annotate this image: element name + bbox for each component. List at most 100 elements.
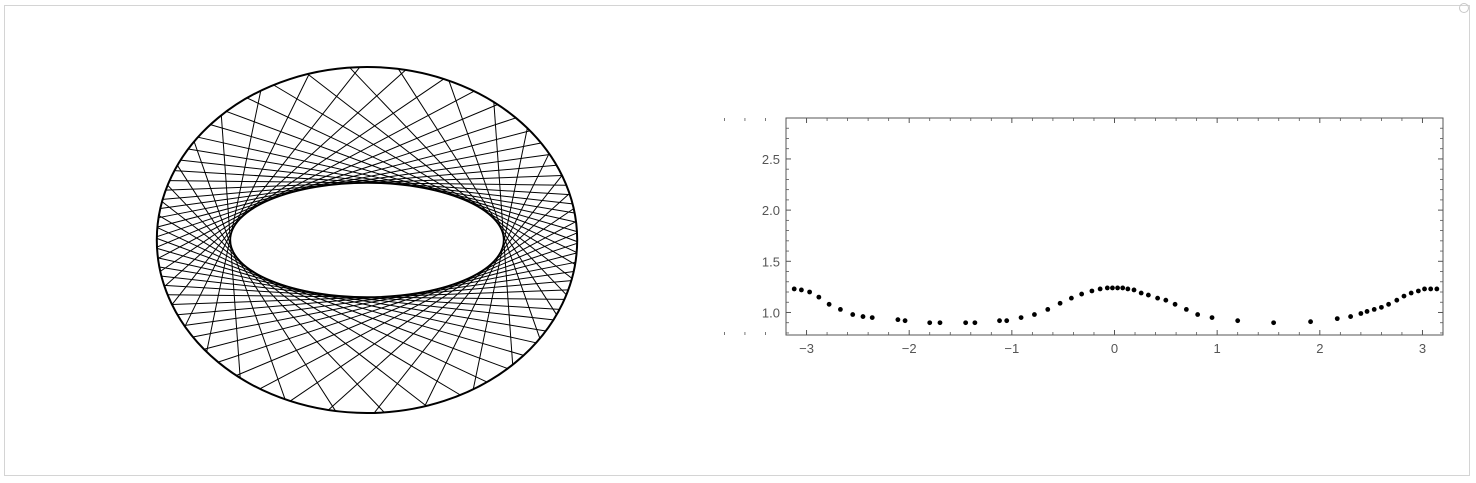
data-point: [1018, 315, 1024, 320]
inner-caustic-ellipse: [229, 182, 505, 298]
data-point: [1334, 316, 1340, 322]
plot-frame: [785, 117, 1444, 336]
chord-line: [160, 153, 550, 210]
data-point: [1057, 300, 1063, 306]
y-tick-label: 2.5: [762, 152, 780, 167]
chord-line: [157, 227, 488, 383]
scatter-points: [791, 285, 1440, 326]
x-tick-label: −2: [902, 341, 917, 356]
chord-line: [160, 78, 445, 272]
data-point: [927, 320, 933, 326]
chord-line: [159, 266, 546, 332]
chord-line: [171, 289, 569, 306]
data-point: [1155, 295, 1161, 301]
data-point: [816, 294, 822, 300]
data-point: [1235, 318, 1241, 324]
data-point: [1271, 320, 1277, 326]
data-point: [1209, 315, 1215, 320]
data-point: [997, 318, 1002, 324]
data-point: [791, 286, 797, 292]
y-tick-label: 1.5: [762, 254, 780, 269]
chord-line: [177, 280, 572, 316]
data-point: [1131, 287, 1137, 293]
data-point: [1408, 290, 1414, 296]
data-point: [860, 314, 866, 319]
chord-line: [472, 128, 528, 390]
x-tick-label: 1: [1214, 341, 1221, 356]
chord-line: [156, 117, 517, 238]
chord-line: [193, 141, 286, 400]
chord-line: [226, 110, 578, 243]
data-point: [1394, 297, 1400, 303]
data-point: [1422, 286, 1427, 292]
chord-line: [156, 104, 498, 248]
chord-line: [192, 261, 576, 338]
data-point: [1415, 288, 1421, 294]
x-tick-label: 0: [1111, 341, 1118, 356]
cell-corner-icon[interactable]: [1459, 3, 1469, 13]
data-point: [895, 317, 901, 323]
chord-line: [349, 67, 567, 296]
data-point: [1115, 285, 1120, 291]
data-point: [1032, 312, 1037, 317]
data-point: [826, 301, 832, 307]
chord-line: [164, 69, 406, 287]
chord-line: [158, 215, 461, 396]
x-axis: −3 −2 −1 0 1 2 3: [724, 118, 1444, 356]
data-point: [1125, 286, 1131, 292]
chord-line: [206, 90, 262, 352]
chord-line: [328, 193, 570, 411]
data-point: [1004, 318, 1010, 324]
data-point: [1183, 307, 1189, 312]
data-point: [1097, 286, 1103, 292]
chord-line: [217, 242, 578, 363]
data-point: [937, 320, 943, 326]
chord-line: [236, 232, 578, 376]
data-point: [798, 287, 804, 293]
chord-line: [307, 73, 573, 279]
chord-line: [156, 247, 524, 356]
data-point: [1195, 312, 1201, 317]
chord-line: [448, 80, 541, 339]
data-point: [1145, 292, 1151, 298]
chord-line: [158, 142, 542, 219]
data-point: [1068, 295, 1074, 301]
data-point: [1379, 304, 1384, 310]
data-point: [963, 320, 969, 326]
data-point: [1104, 285, 1110, 291]
outer-ellipse: [155, 66, 579, 414]
data-point: [838, 307, 843, 312]
chord-line: [184, 270, 574, 327]
chord-line: [162, 164, 557, 200]
data-point: [1120, 285, 1126, 291]
data-point: [869, 315, 875, 320]
ellipse-chord-diagram: [155, 66, 579, 414]
scatter-plot: −3 −2 −1 0 1 2 3 1.0 1.5 2.0 2.5: [724, 117, 1444, 356]
data-point: [1358, 311, 1364, 316]
chord-line: [203, 252, 577, 350]
data-point: [1079, 291, 1085, 297]
data-point: [1386, 301, 1391, 307]
chord-line: [188, 148, 575, 214]
chord-line: [424, 153, 550, 407]
chord-line: [246, 97, 577, 253]
chord-line: [373, 175, 563, 414]
data-point: [1348, 314, 1354, 319]
y-tick-label: 2.0: [762, 203, 780, 218]
output-cell-frame: [4, 3, 1470, 476]
data-point: [1089, 288, 1095, 294]
x-tick-label: 2: [1316, 341, 1323, 356]
data-point: [1371, 307, 1377, 312]
data-point: [1434, 286, 1440, 292]
chord-line: [184, 73, 310, 327]
data-point: [807, 289, 813, 295]
data-point: [972, 320, 978, 326]
data-point: [1110, 285, 1115, 291]
y-tick-label: 1.0: [762, 305, 780, 320]
x-tick-label: −1: [1004, 341, 1019, 356]
chord-line: [157, 130, 531, 228]
chord-line: [259, 221, 577, 390]
chord-line: [397, 68, 558, 315]
chord-line: [176, 165, 337, 412]
